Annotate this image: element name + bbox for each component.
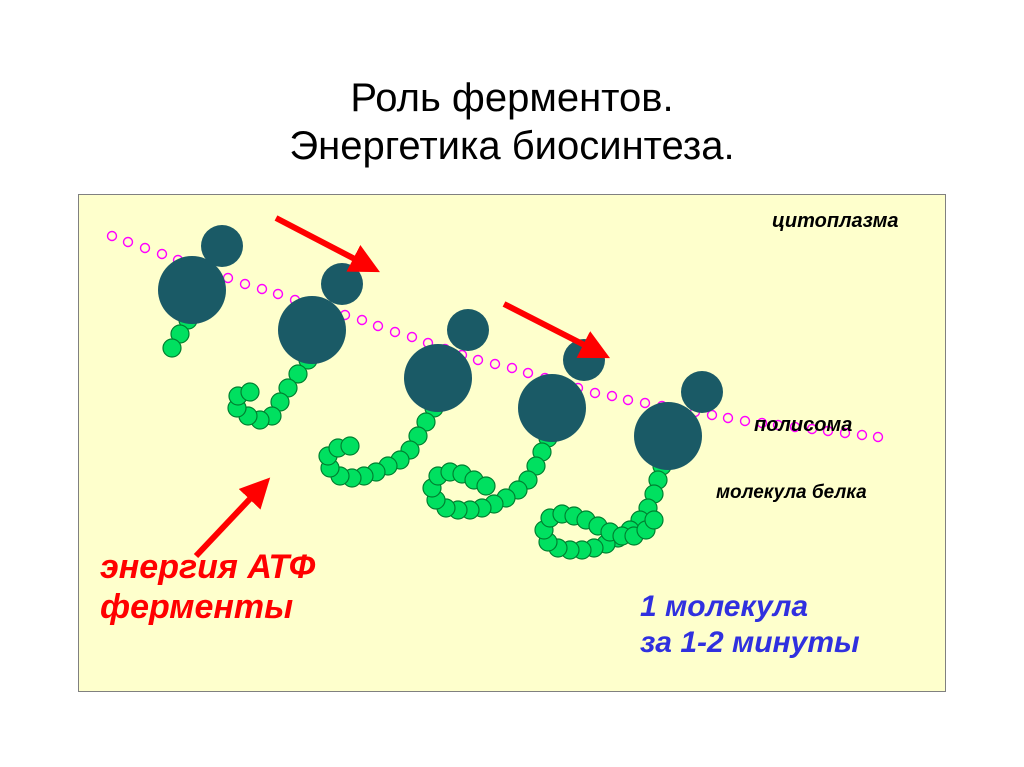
label-cytoplasm: цитоплазма xyxy=(772,210,899,233)
ribosomes xyxy=(158,225,723,470)
label-rate-line1: 1 молекула xyxy=(640,590,808,624)
label-protein: молекула белка xyxy=(716,482,867,504)
label-atp-line2: ферменты xyxy=(100,588,293,627)
label-atp-line1: энергия АТФ xyxy=(100,548,315,587)
diagram-svg xyxy=(0,0,1024,767)
label-polysome: полисома xyxy=(754,414,852,437)
label-rate-line2: за 1-2 минуты xyxy=(640,626,860,660)
slide: Роль ферментов. Энергетика биосинтеза. ц… xyxy=(0,0,1024,767)
